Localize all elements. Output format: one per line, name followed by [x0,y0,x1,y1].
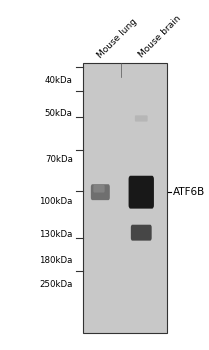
Bar [83,63,167,333]
FancyBboxPatch shape [93,185,105,193]
Text: Mouse brain: Mouse brain [137,14,182,60]
Text: 70kDa: 70kDa [45,155,73,164]
FancyBboxPatch shape [135,116,148,121]
Text: Mouse lung: Mouse lung [96,16,139,60]
Text: 250kDa: 250kDa [39,280,73,289]
Text: ATF6B: ATF6B [173,187,205,197]
FancyBboxPatch shape [129,176,154,209]
Text: 100kDa: 100kDa [39,197,73,206]
Text: 40kDa: 40kDa [45,76,73,85]
FancyBboxPatch shape [91,184,110,200]
FancyBboxPatch shape [131,225,152,241]
Text: 50kDa: 50kDa [45,109,73,118]
Text: 130kDa: 130kDa [39,230,73,239]
Text: 180kDa: 180kDa [39,256,73,265]
